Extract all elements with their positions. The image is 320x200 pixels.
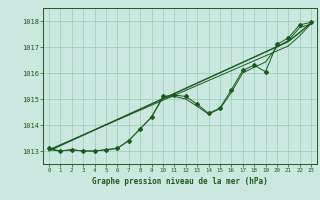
X-axis label: Graphe pression niveau de la mer (hPa): Graphe pression niveau de la mer (hPa) [92,177,268,186]
